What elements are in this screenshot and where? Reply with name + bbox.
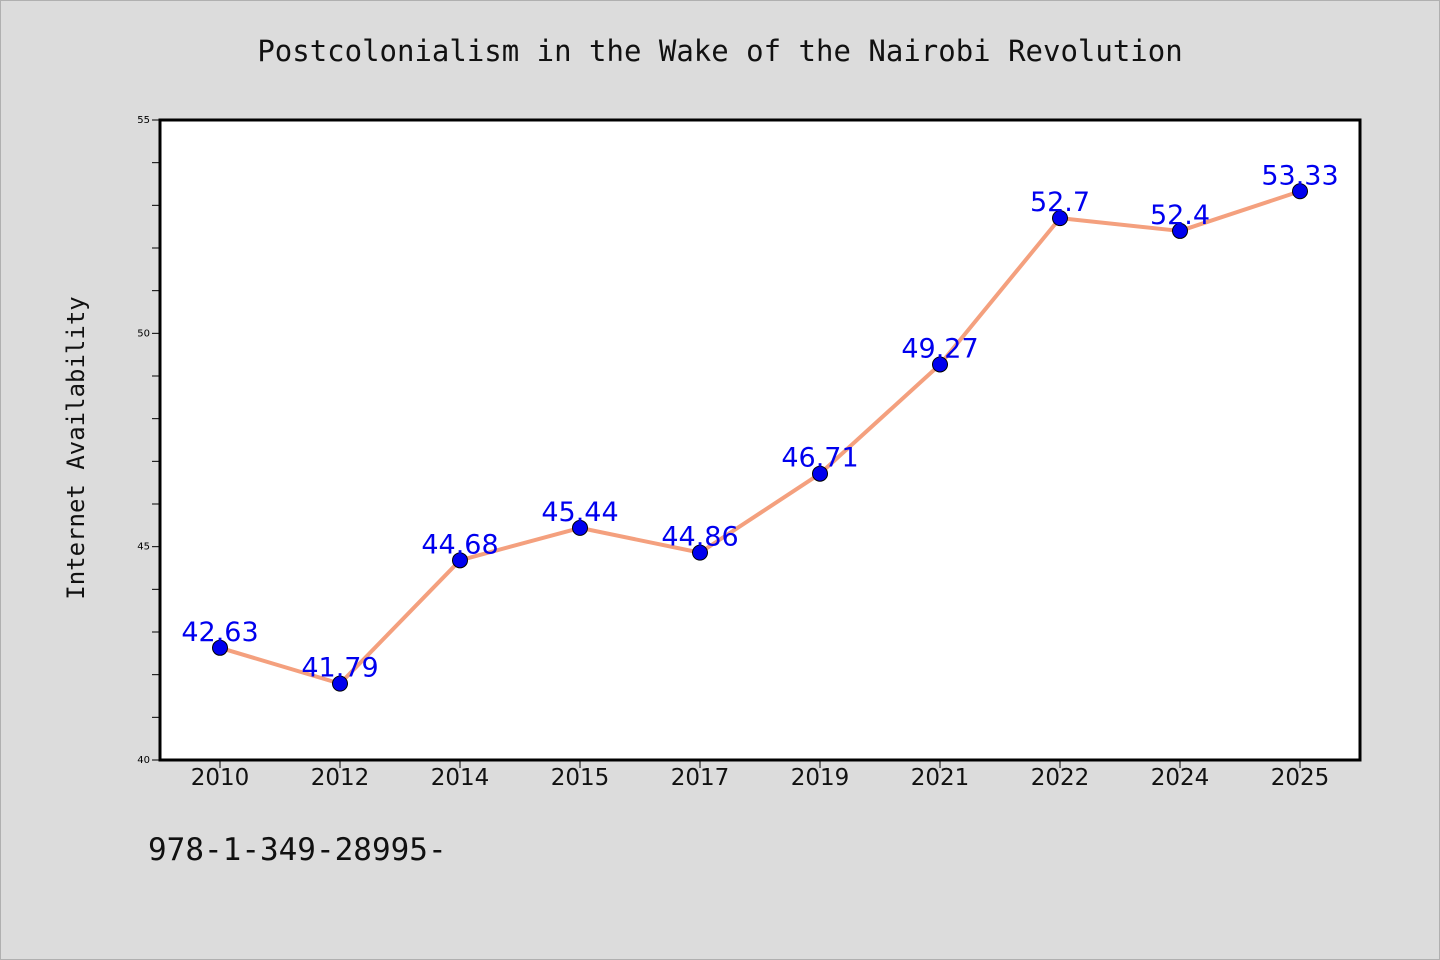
data-point [212,639,228,656]
data-point [692,544,708,561]
data-label: 44.68 [421,529,498,560]
x-tick-label: 2025 [1271,765,1330,791]
x-tick-label: 2019 [791,765,850,791]
y-axis-ticks: 40 45 50 55 [137,115,160,766]
data-label: 52.7 [1030,187,1090,218]
data-point [572,519,588,536]
x-tick-label: 2012 [311,765,370,791]
x-tick-label: 2024 [1151,765,1210,791]
series-layer: 42.63 41.79 44.68 45.44 44.86 46.71 49.27 52.7 5… [181,160,1339,692]
x-tick-label: 2021 [911,765,970,791]
data-label: 41.79 [301,653,378,684]
x-tick-label: 2022 [1031,765,1090,791]
data-point [452,552,468,569]
y-tick-label: 40 [137,755,150,766]
data-point [332,675,348,692]
data-point [1292,183,1308,200]
x-axis-ticks: 2010 2012 2014 2015 2017 2019 2021 2022 2024 2025 [191,760,1330,791]
y-tick-label: 50 [137,328,150,339]
data-label: 49.27 [901,333,978,364]
data-point [1172,222,1188,239]
data-point [812,465,828,482]
x-tick-label: 2010 [191,765,250,791]
data-label: 53.33 [1261,160,1338,191]
x-tick-label: 2015 [551,765,610,791]
data-label: 42.63 [181,617,258,648]
plot-area [158,118,1362,762]
x-tick-label: 2017 [671,765,730,791]
x-tick-label: 2014 [431,765,490,791]
data-label: 52.4 [1150,200,1210,231]
chart-title: Postcolonialism in the Wake of the Nairo… [257,34,1183,68]
y-tick-label: 45 [137,542,150,553]
data-point [1052,210,1068,227]
isbn-code: 978-1-349-28995- [148,832,447,868]
y-tick-label: 55 [137,115,150,126]
series-line [219,189,1301,686]
data-point [932,356,948,373]
data-label: 46.71 [781,443,858,474]
data-label: 45.44 [541,497,618,528]
data-label: 44.86 [661,522,738,553]
